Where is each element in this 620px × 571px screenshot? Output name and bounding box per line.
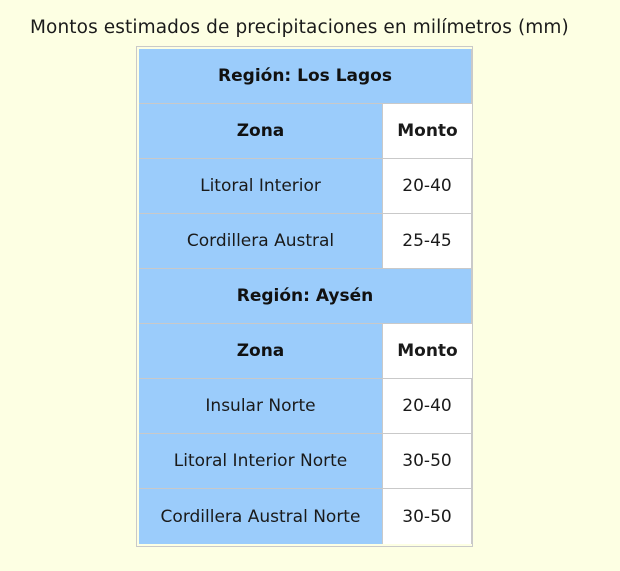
column-header-row: Zona Monto [139, 324, 472, 379]
column-header-monto: Monto [383, 324, 472, 379]
table-body: Región: Los Lagos Zona Monto Litoral Int… [139, 49, 472, 544]
zona-cell: Cordillera Austral [139, 214, 383, 269]
monto-cell: 20-40 [383, 159, 472, 214]
zona-cell: Cordillera Austral Norte [139, 489, 383, 544]
table-row: Litoral Interior 20-40 [139, 159, 472, 214]
column-header-zona: Zona [139, 104, 383, 159]
zona-cell: Insular Norte [139, 379, 383, 434]
table-row: Cordillera Austral 25-45 [139, 214, 472, 269]
region-banner-row: Región: Aysén [139, 269, 472, 324]
region-banner-row: Región: Los Lagos [139, 49, 472, 104]
column-header-zona: Zona [139, 324, 383, 379]
monto-cell: 30-50 [383, 434, 472, 489]
table-row: Insular Norte 20-40 [139, 379, 472, 434]
precipitation-table-container: Región: Los Lagos Zona Monto Litoral Int… [136, 46, 473, 547]
column-header-row: Zona Monto [139, 104, 472, 159]
region-banner-aysen: Región: Aysén [139, 269, 472, 324]
column-header-monto: Monto [383, 104, 472, 159]
page-title: Montos estimados de precipitaciones en m… [30, 17, 569, 38]
monto-cell: 20-40 [383, 379, 472, 434]
monto-cell: 30-50 [383, 489, 472, 544]
zona-cell: Litoral Interior Norte [139, 434, 383, 489]
region-banner-los-lagos: Región: Los Lagos [139, 49, 472, 104]
precipitation-table: Región: Los Lagos Zona Monto Litoral Int… [139, 49, 472, 544]
table-row: Litoral Interior Norte 30-50 [139, 434, 472, 489]
monto-cell: 25-45 [383, 214, 472, 269]
zona-cell: Litoral Interior [139, 159, 383, 214]
table-row: Cordillera Austral Norte 30-50 [139, 489, 472, 544]
